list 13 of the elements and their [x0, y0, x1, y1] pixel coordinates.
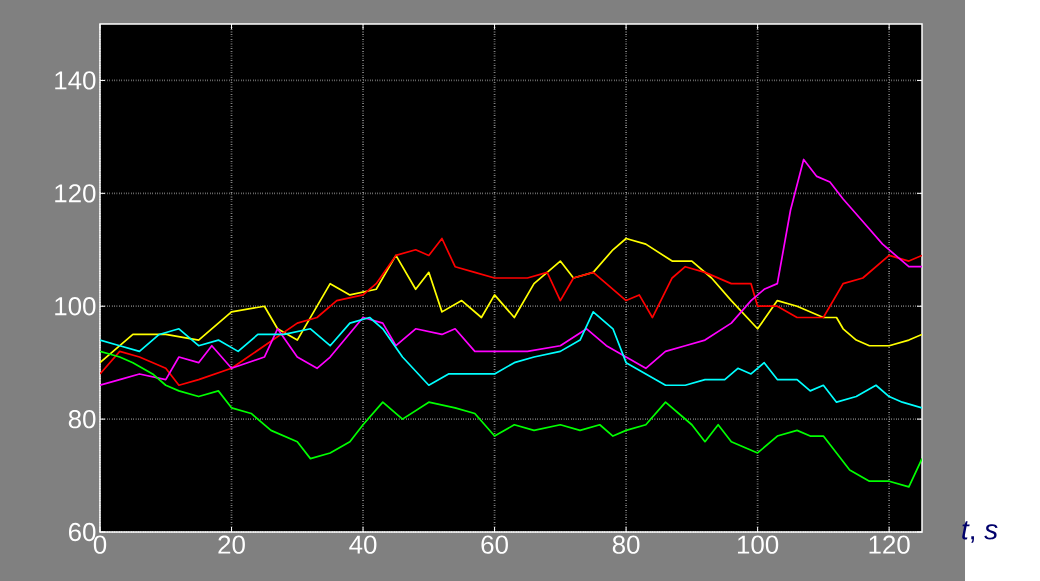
y-tick-label: 120	[55, 184, 96, 203]
x-tick-label: 40	[349, 535, 377, 554]
line-series	[100, 237, 923, 364]
x-axis-title: t, s	[962, 521, 998, 543]
x-tick-label: 100	[737, 535, 779, 554]
y-tick-label: 140	[55, 71, 96, 90]
x-tick-label: 120	[869, 535, 910, 554]
line-series	[100, 237, 923, 387]
x-tick-label: 20	[218, 535, 245, 554]
y-tick-label: 100	[55, 297, 96, 316]
y-tick-label: 80	[68, 409, 96, 429]
x-tick-label: 60	[481, 535, 508, 554]
x-tick-label: 80	[612, 535, 640, 554]
